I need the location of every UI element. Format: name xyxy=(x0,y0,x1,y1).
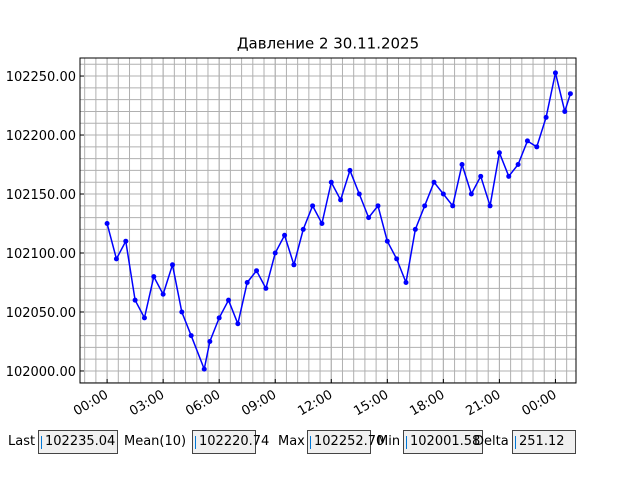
point xyxy=(244,279,250,285)
stat-value[interactable]: 102220.74 xyxy=(192,430,269,454)
point xyxy=(207,338,213,344)
y-tick-label: 102000.00 xyxy=(6,365,76,380)
stat-value[interactable]: 102001.58 xyxy=(403,430,483,454)
point xyxy=(524,138,530,144)
plot-frame xyxy=(79,57,577,384)
y-tick-label: 102050.00 xyxy=(6,306,76,321)
point xyxy=(375,203,381,209)
x-tick-label: 12:00 xyxy=(295,387,335,419)
stat-value[interactable]: 102252.70 xyxy=(307,430,384,454)
point xyxy=(123,238,129,244)
point xyxy=(384,238,390,244)
point xyxy=(338,197,344,203)
point xyxy=(226,297,232,303)
x-tick-label: 03:00 xyxy=(127,387,167,419)
point xyxy=(151,274,157,280)
x-tick-label: 18:00 xyxy=(407,387,447,419)
point xyxy=(263,285,269,291)
x-tick-label: 21:00 xyxy=(463,387,503,419)
y-tick-label: 102150.00 xyxy=(6,188,76,203)
series-line xyxy=(106,72,572,372)
point xyxy=(515,162,521,168)
point xyxy=(169,262,175,268)
point xyxy=(282,232,288,238)
point xyxy=(188,333,194,339)
point xyxy=(366,215,372,221)
point xyxy=(319,221,325,227)
point xyxy=(450,203,456,209)
point xyxy=(534,144,540,150)
point xyxy=(160,291,166,297)
point xyxy=(459,162,465,168)
chart: Давление 2 30.11.2025 102000.00 102050.00… xyxy=(6,35,577,419)
point xyxy=(235,321,241,327)
x-tick-label: 00:00 xyxy=(520,387,560,419)
point xyxy=(328,179,334,185)
point xyxy=(412,226,418,232)
point xyxy=(440,191,446,197)
point xyxy=(487,203,493,209)
point xyxy=(132,297,138,303)
point xyxy=(356,191,362,197)
point xyxy=(113,256,119,262)
x-tick-label: 06:00 xyxy=(183,387,223,419)
x-tick-label: 15:00 xyxy=(351,387,391,419)
point xyxy=(300,226,306,232)
point xyxy=(104,221,110,227)
point xyxy=(478,173,484,179)
point xyxy=(543,114,549,120)
point xyxy=(291,262,297,268)
y-tick-label: 102250.00 xyxy=(6,70,76,85)
x-tick-label: 09:00 xyxy=(239,387,279,419)
point xyxy=(567,91,573,97)
stat-label: Min xyxy=(377,434,401,449)
point xyxy=(201,366,207,372)
stat-label: Max xyxy=(278,434,305,449)
point xyxy=(394,256,400,262)
point xyxy=(403,279,409,285)
y-tick-label: 102200.00 xyxy=(6,129,76,144)
stat-label: Mean(10) xyxy=(124,434,187,449)
chart-title: Давление 2 30.11.2025 xyxy=(237,35,419,53)
stat-label: Delta xyxy=(474,434,509,449)
stat-value[interactable]: 251.12 xyxy=(512,430,576,454)
point xyxy=(506,173,512,179)
stat-value[interactable]: 102235.04 xyxy=(38,430,118,454)
point xyxy=(562,108,568,114)
point xyxy=(422,203,428,209)
point xyxy=(347,167,353,173)
point xyxy=(141,315,147,321)
y-tick-label: 102100.00 xyxy=(6,247,76,262)
point xyxy=(272,250,278,256)
point xyxy=(216,315,222,321)
point xyxy=(552,70,558,76)
point xyxy=(254,268,260,274)
point xyxy=(179,309,185,315)
point xyxy=(496,150,502,156)
x-tick-label: 00:00 xyxy=(71,387,111,419)
point xyxy=(431,179,437,185)
stat-label: Last xyxy=(8,434,36,449)
point xyxy=(468,191,474,197)
point xyxy=(310,203,316,209)
